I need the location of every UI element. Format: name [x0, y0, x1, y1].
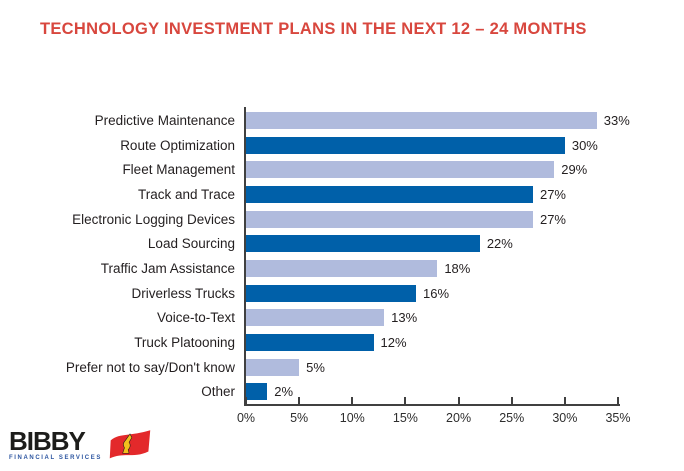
- category-label: Prefer not to say/Don't know: [65, 359, 235, 375]
- category-label: Truck Platooning: [134, 334, 235, 350]
- value-label: 16%: [423, 285, 450, 301]
- bar: [246, 235, 480, 253]
- bar: [246, 259, 438, 277]
- value-label: 29%: [561, 162, 588, 178]
- value-label: 30%: [571, 137, 598, 153]
- x-tick-mark: [510, 397, 513, 405]
- y-axis-line: [244, 107, 246, 406]
- bibby-subtitle: FINANCIAL SERVICES: [9, 455, 102, 461]
- bar-row: Traffic Jam Assistance 18%: [0, 256, 684, 281]
- bar: [246, 284, 417, 302]
- bar-row: Electronic Logging Devices 27%: [0, 207, 684, 232]
- x-tick-mark: [457, 397, 460, 405]
- bar: [246, 185, 533, 203]
- bar: [246, 111, 597, 129]
- x-tick-label: 35%: [605, 411, 631, 425]
- bar-row: Voice-to-Text 13%: [0, 305, 684, 330]
- value-label: 5%: [306, 359, 325, 375]
- x-tick-mark: [245, 397, 247, 405]
- x-tick-label: 0%: [236, 411, 256, 425]
- value-label: 12%: [380, 334, 407, 350]
- bar-row: Prefer not to say/Don't know 5%: [0, 355, 684, 380]
- bar-row: Other 2%: [0, 379, 684, 404]
- category-label: Predictive Maintenance: [94, 112, 235, 128]
- category-label: Driverless Trucks: [131, 285, 235, 301]
- x-tick-mark: [351, 397, 354, 405]
- x-axis-line: [244, 404, 620, 406]
- bar-row: Route Optimization 30%: [0, 133, 684, 158]
- bar: [246, 333, 374, 351]
- bar: [246, 136, 565, 154]
- category-label: Voice-to-Text: [156, 310, 235, 326]
- x-tick-label: 15%: [392, 411, 418, 425]
- category-label: Track and Trace: [137, 186, 235, 202]
- bar-row: Truck Platooning 12%: [0, 330, 684, 355]
- bar: [246, 210, 533, 228]
- x-tick-label: 10%: [339, 411, 365, 425]
- x-tick-mark: [404, 397, 407, 405]
- x-tick-mark: [617, 397, 619, 405]
- value-label: 18%: [444, 260, 471, 276]
- value-label: 13%: [391, 310, 418, 326]
- category-label: Fleet Management: [122, 162, 235, 178]
- category-label: Traffic Jam Assistance: [100, 260, 235, 276]
- bar-rows-container: Predictive Maintenance 33% Route Optimiz…: [0, 108, 684, 404]
- category-label: Electronic Logging Devices: [72, 211, 235, 227]
- x-tick-label: 30%: [552, 411, 578, 425]
- bar-row: Track and Trace 27%: [0, 182, 684, 207]
- chart-title: TECHNOLOGY INVESTMENT PLANS IN THE NEXT …: [40, 20, 587, 38]
- bibby-logo-text: BIBBY FINANCIAL SERVICES: [9, 426, 102, 461]
- bibby-wordmark: BIBBY: [9, 426, 86, 456]
- category-label: Other: [201, 384, 235, 400]
- x-tick-label: 20%: [446, 411, 472, 425]
- bibby-logo: BIBBY FINANCIAL SERVICES: [9, 426, 153, 463]
- value-label: 22%: [486, 236, 513, 252]
- bar: [246, 358, 300, 376]
- value-label: 33%: [603, 112, 630, 128]
- bar-row: Driverless Trucks 16%: [0, 281, 684, 306]
- x-tick-label: 25%: [499, 411, 525, 425]
- bar: [246, 161, 555, 179]
- value-label: 2%: [274, 384, 294, 400]
- bar-row: Predictive Maintenance 33%: [0, 108, 684, 133]
- bar-row: Load Sourcing 22%: [0, 231, 684, 256]
- value-label: 27%: [539, 211, 566, 227]
- x-tick-mark: [298, 397, 301, 405]
- category-label: Route Optimization: [120, 137, 235, 153]
- category-label: Load Sourcing: [147, 236, 235, 252]
- bar-row: Fleet Management 29%: [0, 157, 684, 182]
- value-label: 27%: [539, 186, 566, 202]
- bar: [246, 383, 268, 401]
- bibby-flag-icon: [109, 430, 151, 459]
- bar: [246, 309, 385, 327]
- x-tick-label: 5%: [290, 411, 309, 425]
- x-tick-mark: [563, 397, 566, 405]
